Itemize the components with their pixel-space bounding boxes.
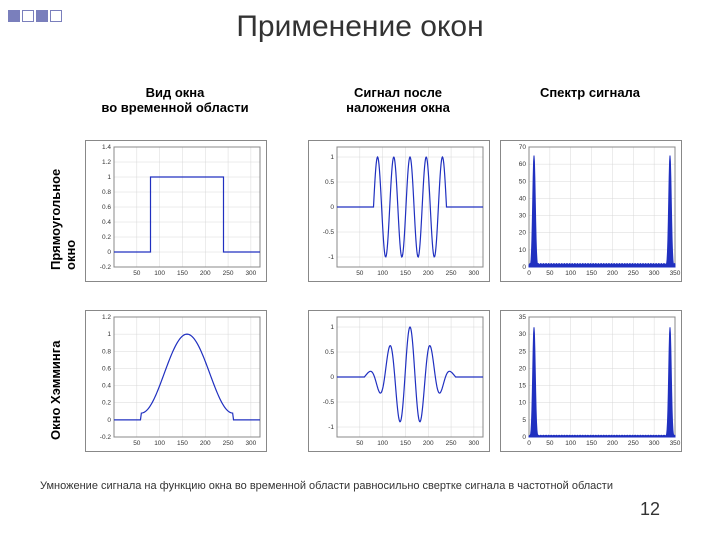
svg-text:350: 350 bbox=[670, 440, 681, 447]
svg-text:0: 0 bbox=[330, 374, 334, 381]
svg-text:200: 200 bbox=[423, 440, 434, 447]
svg-text:0.6: 0.6 bbox=[102, 365, 111, 372]
svg-text:20: 20 bbox=[519, 230, 527, 237]
svg-text:1.2: 1.2 bbox=[102, 159, 111, 166]
svg-text:-0.5: -0.5 bbox=[323, 229, 335, 236]
svg-text:100: 100 bbox=[565, 270, 576, 277]
svg-text:5: 5 bbox=[522, 417, 526, 424]
svg-text:10: 10 bbox=[519, 247, 527, 254]
svg-text:15: 15 bbox=[519, 383, 527, 390]
svg-text:300: 300 bbox=[649, 270, 660, 277]
svg-text:100: 100 bbox=[154, 440, 165, 447]
svg-text:1: 1 bbox=[330, 324, 334, 331]
svg-text:0.8: 0.8 bbox=[102, 189, 111, 196]
svg-text:100: 100 bbox=[377, 270, 388, 277]
svg-text:0: 0 bbox=[522, 264, 526, 271]
row-label: Прямоугольное окно bbox=[48, 150, 78, 270]
svg-text:300: 300 bbox=[468, 270, 479, 277]
svg-text:50: 50 bbox=[356, 270, 364, 277]
svg-text:0.4: 0.4 bbox=[102, 219, 111, 226]
svg-text:-0.2: -0.2 bbox=[100, 264, 112, 271]
svg-text:200: 200 bbox=[607, 440, 618, 447]
column-header: Вид окна во временной области bbox=[85, 85, 265, 115]
svg-text:50: 50 bbox=[519, 178, 527, 185]
plot: 50 100 150 200 250 300 -1 -0.5 0 0.5 1 bbox=[308, 310, 490, 452]
svg-text:25: 25 bbox=[519, 348, 527, 355]
svg-text:50: 50 bbox=[133, 440, 141, 447]
svg-text:0.6: 0.6 bbox=[102, 204, 111, 211]
svg-text:0: 0 bbox=[330, 204, 334, 211]
svg-text:300: 300 bbox=[245, 440, 256, 447]
column-header: Сигнал после наложения окна bbox=[308, 85, 488, 115]
svg-text:-1: -1 bbox=[328, 254, 334, 261]
svg-text:250: 250 bbox=[223, 270, 234, 277]
svg-text:0.2: 0.2 bbox=[102, 234, 111, 241]
svg-text:100: 100 bbox=[154, 270, 165, 277]
svg-text:0.2: 0.2 bbox=[102, 400, 111, 407]
svg-text:100: 100 bbox=[565, 440, 576, 447]
svg-text:200: 200 bbox=[423, 270, 434, 277]
svg-text:30: 30 bbox=[519, 213, 527, 220]
page-number: 12 bbox=[640, 499, 660, 520]
svg-text:0: 0 bbox=[527, 270, 531, 277]
svg-text:1.2: 1.2 bbox=[102, 314, 111, 321]
svg-text:50: 50 bbox=[356, 440, 364, 447]
plot: 0 50 100 150 200 250 300 350 0 10 20 30 40 50 60 70 bbox=[500, 140, 682, 282]
svg-text:0: 0 bbox=[107, 249, 111, 256]
svg-text:200: 200 bbox=[200, 270, 211, 277]
svg-text:0: 0 bbox=[522, 434, 526, 441]
slide: Применение окон Вид окна во временной об… bbox=[0, 0, 720, 540]
svg-text:250: 250 bbox=[223, 440, 234, 447]
svg-text:150: 150 bbox=[400, 440, 411, 447]
svg-text:0.4: 0.4 bbox=[102, 383, 111, 390]
svg-text:250: 250 bbox=[446, 440, 457, 447]
column-header: Спектр сигнала bbox=[500, 85, 680, 100]
svg-text:0: 0 bbox=[107, 417, 111, 424]
svg-text:1: 1 bbox=[107, 331, 111, 338]
plot: 50 100 150 200 250 300 -1 -0.5 0 0.5 1 bbox=[308, 140, 490, 282]
caption: Умножение сигнала на функцию окна во вре… bbox=[40, 480, 690, 492]
svg-text:-0.2: -0.2 bbox=[100, 434, 112, 441]
svg-text:20: 20 bbox=[519, 365, 527, 372]
svg-text:50: 50 bbox=[546, 440, 554, 447]
svg-text:35: 35 bbox=[519, 314, 527, 321]
svg-text:0.5: 0.5 bbox=[325, 179, 334, 186]
svg-text:70: 70 bbox=[519, 144, 527, 151]
svg-text:300: 300 bbox=[245, 270, 256, 277]
svg-text:150: 150 bbox=[586, 270, 597, 277]
slide-title: Применение окон bbox=[0, 10, 720, 44]
svg-text:60: 60 bbox=[519, 161, 527, 168]
svg-text:250: 250 bbox=[446, 270, 457, 277]
svg-text:40: 40 bbox=[519, 195, 527, 202]
svg-text:150: 150 bbox=[177, 440, 188, 447]
svg-text:-1: -1 bbox=[328, 424, 334, 431]
plot: 0 50 100 150 200 250 300 350 0 5 10 15 20 25 30 35 bbox=[500, 310, 682, 452]
svg-text:150: 150 bbox=[177, 270, 188, 277]
svg-text:250: 250 bbox=[628, 440, 639, 447]
row-label: Окно Хэмминга bbox=[48, 320, 63, 440]
svg-text:300: 300 bbox=[649, 440, 660, 447]
svg-text:0.8: 0.8 bbox=[102, 348, 111, 355]
svg-text:1.4: 1.4 bbox=[102, 144, 111, 151]
svg-text:10: 10 bbox=[519, 400, 527, 407]
svg-text:50: 50 bbox=[133, 270, 141, 277]
plot: 50 100 150 200 250 300 -0.2 0 0.2 0.4 0.6 0.8 1 1.2 1.… bbox=[85, 140, 267, 282]
svg-text:350: 350 bbox=[670, 270, 681, 277]
svg-text:250: 250 bbox=[628, 270, 639, 277]
svg-text:1: 1 bbox=[330, 154, 334, 161]
svg-text:150: 150 bbox=[586, 440, 597, 447]
svg-text:200: 200 bbox=[200, 440, 211, 447]
svg-text:100: 100 bbox=[377, 440, 388, 447]
svg-text:1: 1 bbox=[107, 174, 111, 181]
svg-text:30: 30 bbox=[519, 331, 527, 338]
svg-text:200: 200 bbox=[607, 270, 618, 277]
svg-text:0.5: 0.5 bbox=[325, 349, 334, 356]
plot: 50 100 150 200 250 300 -0.2 0 0.2 0.4 0.6 0.8 1 1.2 bbox=[85, 310, 267, 452]
svg-text:50: 50 bbox=[546, 270, 554, 277]
svg-text:0: 0 bbox=[527, 440, 531, 447]
svg-text:-0.5: -0.5 bbox=[323, 399, 335, 406]
svg-text:150: 150 bbox=[400, 270, 411, 277]
svg-text:300: 300 bbox=[468, 440, 479, 447]
